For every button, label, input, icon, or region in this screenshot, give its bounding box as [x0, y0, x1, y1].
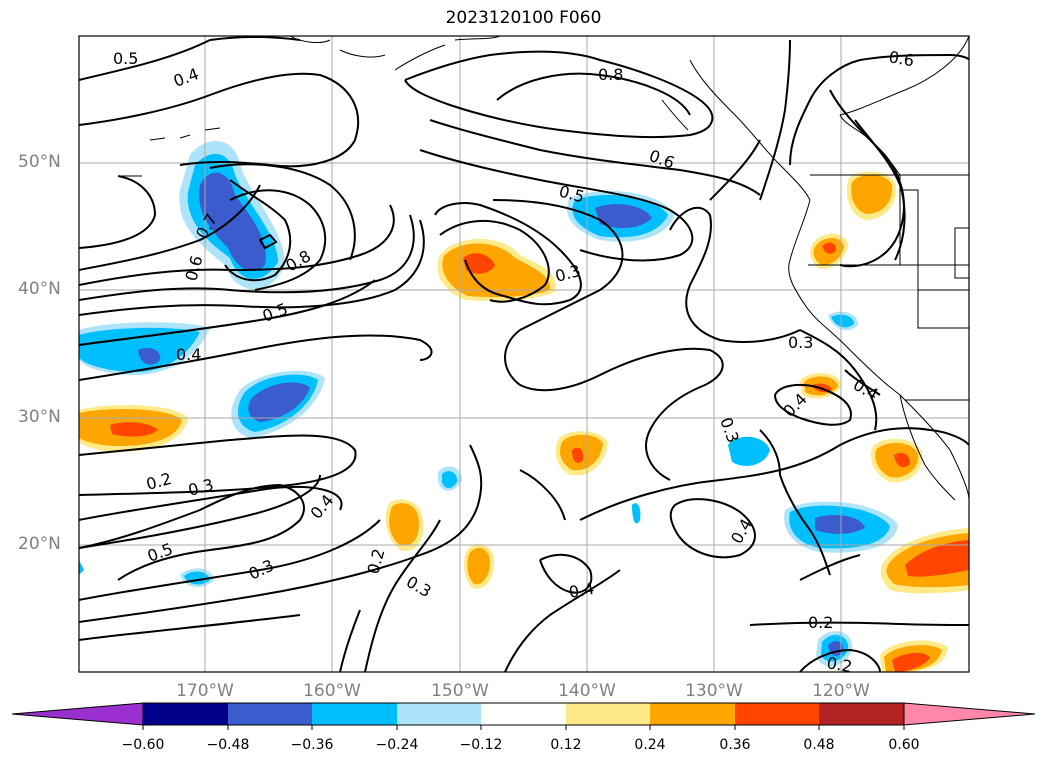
colorbar	[11, 702, 1036, 730]
colorbar-tick-label: 0.60	[888, 737, 920, 753]
lon-label: 160°W	[303, 681, 361, 701]
negative-anomaly-blob-4	[566, 191, 675, 242]
positive-anomaly-blob-4	[385, 499, 495, 589]
colorbar-swatch	[228, 703, 312, 725]
colorbar-tick-label: −0.36	[290, 737, 334, 753]
negative-anomaly-blob-2	[79, 322, 210, 376]
positive-anomaly-blob-2	[437, 238, 556, 302]
contour-lines	[79, 36, 969, 672]
contour-label-group: 0.5 0.4 0.8 0.6 0.5 0.6 0.7 0.6 0.8 0.5 …	[113, 47, 916, 676]
colorbar-tick-label: 0.36	[719, 737, 751, 753]
colorbar-extend-high	[903, 702, 1036, 726]
colorbar-tick-label: 0.24	[634, 737, 666, 753]
positive-anomaly-blob-5	[880, 528, 969, 594]
map-frame	[78, 35, 970, 673]
negative-anomaly-blob-3	[231, 370, 325, 438]
lat-label: 20°N	[18, 534, 61, 554]
colorbar-tick-label: −0.60	[121, 737, 165, 753]
colorbar-tick-label: −0.48	[206, 737, 250, 753]
contour-label: 0.4	[176, 345, 201, 364]
lon-label: 130°W	[685, 681, 743, 701]
colorbar-tick-label: −0.12	[459, 737, 503, 753]
positive-anomaly-small	[800, 171, 948, 672]
contour-label: 0.5	[260, 299, 290, 326]
colorbar-swatch	[481, 703, 566, 725]
colorbar-swatch	[397, 703, 481, 725]
contour-label: 0.8	[598, 65, 623, 84]
colorbar-extend-low	[11, 702, 144, 726]
lon-label: 170°W	[176, 681, 234, 701]
contour-label: 0.4	[850, 375, 882, 404]
contour-label: 0.3	[246, 556, 277, 584]
lat-label: 40°N	[18, 279, 61, 299]
colorbar-swatch	[735, 703, 819, 725]
contour-label: 0.3	[553, 261, 583, 286]
colorbar-tick-label: −0.24	[375, 737, 419, 753]
contour-label: 0.6	[182, 254, 207, 284]
contour-label: 0.2	[144, 469, 174, 494]
colorbar-swatch	[312, 703, 397, 725]
contour-label: 0.5	[145, 539, 175, 566]
colorbar-swatch	[566, 703, 650, 725]
contour-label: 0.4	[171, 64, 201, 91]
lat-label: 50°N	[18, 152, 61, 172]
negative-anomaly-small	[79, 311, 858, 667]
lon-label: 120°W	[812, 681, 870, 701]
contour-label: 0.2	[364, 547, 389, 577]
positive-anomaly-blob-3	[555, 431, 608, 476]
contour-label: 0.4	[307, 491, 338, 523]
contour-label: 0.5	[113, 49, 138, 68]
lon-label: 140°W	[558, 681, 616, 701]
colorbar-tick-label: 0.12	[550, 737, 582, 753]
contour-label: 0.2	[808, 613, 833, 632]
negative-anomaly-blob-1	[179, 141, 285, 290]
colorbar-swatch	[650, 703, 735, 725]
colorbar-frame	[142, 702, 905, 726]
colorbar-swatch	[819, 703, 904, 725]
lat-label: 30°N	[18, 407, 61, 427]
colorbar-swatch	[143, 703, 228, 725]
lon-label: 150°W	[431, 681, 489, 701]
contour-label: 0.5	[557, 182, 587, 207]
contour-label: 0.4	[567, 579, 595, 602]
contour-label: 0.4	[727, 515, 756, 547]
colorbar-tick-label: 0.48	[803, 737, 835, 753]
contour-label: 0.3	[403, 572, 435, 601]
contour-label: 0.6	[887, 47, 915, 70]
contour-label: 0.2	[825, 653, 853, 676]
contour-label: 0.3	[788, 333, 813, 352]
map-title: 2023120100 F060	[445, 8, 602, 28]
contour-label: 0.3	[186, 475, 216, 500]
